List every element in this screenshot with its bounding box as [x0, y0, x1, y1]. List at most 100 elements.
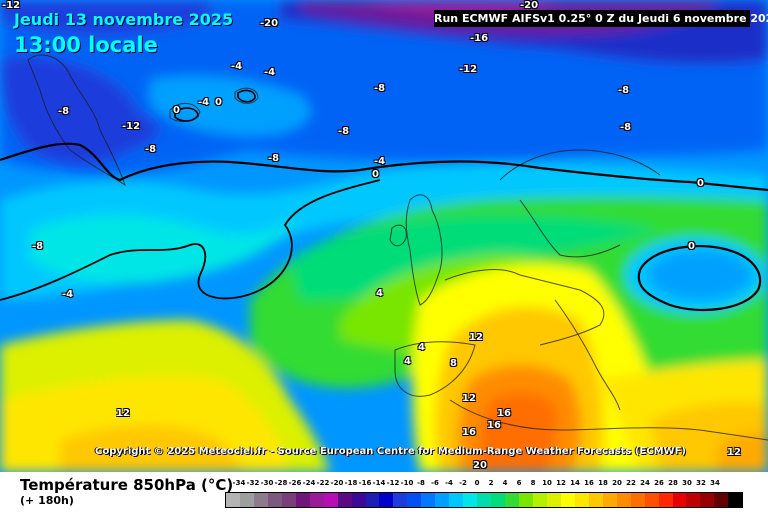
forecast-local-time: 13:00 locale [14, 33, 158, 57]
contour-label: 8 [450, 358, 457, 369]
contour-label: -4 [62, 289, 74, 300]
color-scale-tick: -10 [400, 479, 414, 487]
color-scale-swatch [435, 493, 450, 507]
model-run-info: Run ECMWF AIFSv1 0.25° 0 Z du Jeudi 6 no… [434, 10, 768, 27]
contour-label: -8 [620, 122, 632, 133]
color-scale-tick: -28 [274, 479, 288, 487]
contour-label: -4 [264, 67, 276, 78]
color-scale-tick: 20 [612, 479, 622, 487]
temperature-field [0, 0, 768, 472]
color-scale-tick: -24 [302, 479, 316, 487]
color-scale-swatch [379, 493, 394, 507]
color-scale-tick: 2 [488, 479, 494, 487]
contour-label: -8 [32, 241, 44, 252]
color-scale-swatch [616, 493, 631, 507]
color-scale-tick: -22 [316, 479, 330, 487]
contour-label: -12 [2, 0, 21, 11]
color-scale-swatch [477, 493, 492, 507]
freezing-line [0, 179, 381, 301]
color-scale-swatch [281, 493, 296, 507]
contour-label: -12 [122, 121, 141, 132]
color-scale-tick: -18 [344, 479, 358, 487]
color-scale-tick: 28 [668, 479, 678, 487]
color-scale-bar [225, 492, 743, 508]
contour-label: 4 [418, 342, 425, 353]
color-scale-tick: -20 [330, 479, 344, 487]
contour-label: 12 [116, 408, 130, 419]
color-scale-tick: 6 [516, 479, 522, 487]
color-scale-swatch [463, 493, 478, 507]
contour-label: -20 [260, 18, 279, 29]
color-scale-swatch [700, 493, 715, 507]
contour-label: 0 [688, 241, 695, 252]
contour-label: -8 [338, 126, 350, 137]
color-scale-swatch [672, 493, 687, 507]
color-scale-tick: 34 [710, 479, 720, 487]
contour-label: 16 [462, 427, 476, 438]
color-scale-tick: 30 [682, 479, 692, 487]
color-scale-swatch [714, 493, 729, 507]
color-scale-swatch [728, 493, 743, 507]
color-scale-swatch [421, 493, 436, 507]
contour-label: 12 [727, 447, 741, 458]
contour-label: -4 [374, 156, 386, 167]
color-scale-swatch [393, 493, 408, 507]
contour-label: 16 [497, 408, 511, 419]
color-scale-tick: -16 [358, 479, 372, 487]
color-scale-tick: -30 [260, 479, 274, 487]
contour-label: -8 [374, 83, 386, 94]
color-scale-swatch [309, 493, 324, 507]
color-scale-tick: -8 [417, 479, 425, 487]
color-scale-tick: -26 [288, 479, 302, 487]
contour-label: -20 [520, 0, 539, 11]
contour-label: -4 [198, 97, 210, 108]
color-scale-tick: 26 [654, 479, 664, 487]
color-scale-tick: 24 [640, 479, 650, 487]
forecast-date: Jeudi 13 novembre 2025 [14, 10, 234, 29]
contour-label: 4 [404, 356, 411, 367]
contour-label: -12 [459, 64, 478, 75]
color-scale-swatch [505, 493, 520, 507]
contour-label: 12 [469, 332, 483, 343]
color-scale-swatch [658, 493, 673, 507]
color-scale-tick: 8 [530, 479, 536, 487]
contour-label: 0 [215, 97, 222, 108]
color-scale-swatch [323, 493, 338, 507]
color-scale-swatch [602, 493, 617, 507]
contour-label: 20 [473, 460, 487, 471]
color-scale-swatch [588, 493, 603, 507]
color-scale-tick: 18 [598, 479, 608, 487]
color-scale-tick: 14 [570, 479, 580, 487]
color-scale-swatch [239, 493, 254, 507]
contour-label: 4 [376, 288, 383, 299]
color-scale-swatch [630, 493, 645, 507]
color-scale-tick: 32 [696, 479, 706, 487]
color-scale-tick: -14 [372, 479, 386, 487]
color-scale-swatch [644, 493, 659, 507]
color-scale-tick: -32 [246, 479, 260, 487]
contour-label: -16 [470, 33, 489, 44]
copyright-notice: Copyright © 2025 Meteociel.fr - Source E… [95, 446, 686, 457]
color-scale-swatch [532, 493, 547, 507]
color-scale-swatch [295, 493, 310, 507]
isotherm-contours [0, 89, 768, 312]
contour-label: -8 [618, 85, 630, 96]
contour-label: -8 [58, 106, 70, 117]
color-scale-swatch [560, 493, 575, 507]
color-scale-swatch [337, 493, 352, 507]
contour-label: -4 [231, 61, 243, 72]
contour-label: 0 [173, 105, 180, 116]
color-scale-swatch [253, 493, 268, 507]
color-scale-tick: -34 [232, 479, 246, 487]
color-scale-swatch [491, 493, 506, 507]
forecast-lead-time: (+ 180h) [20, 494, 74, 507]
color-scale-tick: 12 [556, 479, 566, 487]
color-scale-swatch [519, 493, 533, 507]
color-scale-swatch [365, 493, 380, 507]
legend-title: Température 850hPa (°C) [20, 476, 234, 494]
color-scale-tick: -4 [445, 479, 453, 487]
color-scale-tick: 4 [502, 479, 508, 487]
color-scale-tick: 22 [626, 479, 636, 487]
color-scale-swatch [267, 493, 282, 507]
